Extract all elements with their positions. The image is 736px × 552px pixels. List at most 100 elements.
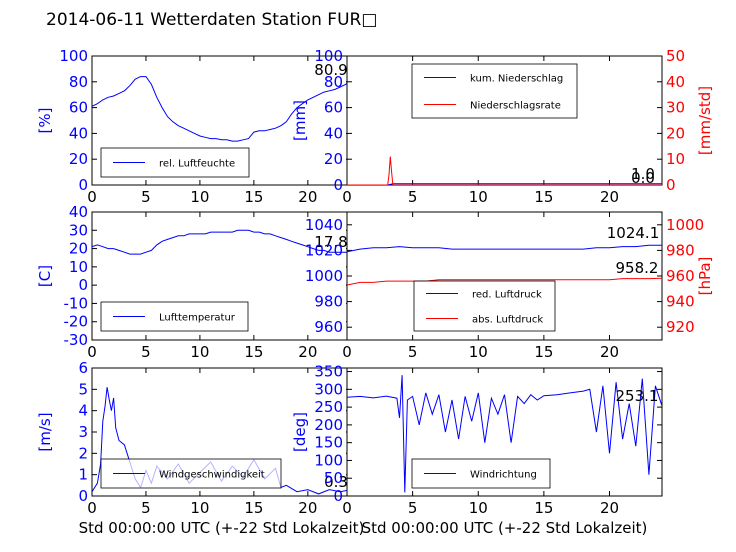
top-right-legend-label: Niederschlagsrate bbox=[470, 101, 561, 112]
bottom-left-y-tick-label: 3 bbox=[78, 423, 88, 441]
bottom-right-x-tick-label: 15 bbox=[534, 499, 553, 517]
bottom-left-x-tick-label: 5 bbox=[141, 499, 151, 517]
top-right-x-tick-label: 10 bbox=[469, 188, 488, 206]
top-right-y-tick-label: 0 bbox=[333, 176, 343, 194]
bottom-left-value-annotation: 0.3 bbox=[324, 473, 348, 491]
bottom-left-x-tick-label: 15 bbox=[244, 499, 263, 517]
top-right-y-tick-label: 100 bbox=[314, 47, 343, 65]
middle-right-x-tick-label: 20 bbox=[600, 343, 619, 361]
top-left-y-tick-label: 0 bbox=[78, 176, 88, 194]
middle-left-x-tick-label: 0 bbox=[87, 343, 97, 361]
middle-right-y-right-tick-label: 960 bbox=[666, 267, 695, 285]
top-right-y-right-tick-label: 40 bbox=[666, 73, 685, 91]
bottom-left-y-tick-label: 6 bbox=[78, 359, 88, 377]
middle-left-legend-label: Lufttemperatur bbox=[159, 313, 236, 324]
top-left-legend-label: rel. Luftfeuchte bbox=[159, 159, 235, 170]
middle-right-y-tick-label: 1000 bbox=[305, 267, 343, 285]
middle-right-y-tick-label: 1040 bbox=[305, 216, 343, 234]
middle-left-y-axis-label: [C] bbox=[36, 265, 54, 287]
middle-left-x-tick-label: 5 bbox=[141, 343, 151, 361]
bottom-left-x-axis-label: Std 00:00:00 UTC (+-22 Std Lokalzeit) bbox=[79, 519, 365, 537]
bottom-left-y-tick-label: 0 bbox=[78, 487, 88, 505]
middle-left-y-tick-label: 20 bbox=[69, 240, 88, 258]
middle-right-y-right-tick-label: 940 bbox=[666, 293, 695, 311]
top-right-y-right-tick-label: 0 bbox=[666, 176, 676, 194]
bottom-left-y-tick-label: 1 bbox=[78, 466, 88, 484]
middle-right-y-right-tick-label: 1000 bbox=[666, 216, 704, 234]
top-right-x-tick-label: 15 bbox=[534, 188, 553, 206]
bottom-right-series-line bbox=[347, 375, 662, 493]
bottom-right-y-tick-label: 350 bbox=[314, 363, 343, 381]
middle-right-legend-box bbox=[413, 280, 556, 332]
top-left-y-tick-label: 40 bbox=[69, 124, 88, 142]
top-right-legend-box bbox=[411, 63, 578, 119]
middle-left-value-annotation: 17.8 bbox=[314, 233, 347, 251]
top-left-x-tick-label: 5 bbox=[141, 188, 151, 206]
bottom-left-y-tick-label: 4 bbox=[78, 402, 88, 420]
middle-right-y-tick-label: 1020 bbox=[305, 241, 343, 259]
bottom-left-y-tick-label: 2 bbox=[78, 444, 88, 462]
middle-left-x-tick-label: 20 bbox=[298, 343, 317, 361]
middle-left-x-tick-label: 15 bbox=[244, 343, 263, 361]
top-left-x-tick-label: 20 bbox=[298, 188, 317, 206]
bottom-right-x-tick-label: 10 bbox=[469, 499, 488, 517]
top-right-legend-label: kum. Niederschlag bbox=[470, 74, 563, 85]
top-left-legend-box bbox=[100, 147, 250, 178]
middle-right-y-right-tick-label: 980 bbox=[666, 241, 695, 259]
bottom-right-y-axis-label: [deg] bbox=[291, 412, 309, 452]
bottom-right-legend-label: Windrichtung bbox=[470, 470, 537, 481]
top-left-y-tick-label: 60 bbox=[69, 99, 88, 117]
top-left-x-tick-label: 0 bbox=[87, 188, 97, 206]
top-right-series-line bbox=[347, 156, 662, 185]
top-right-y-right-tick-label: 50 bbox=[666, 47, 685, 65]
top-right-y-axis-label: [mm] bbox=[291, 100, 309, 141]
top-right-value-annotation: 0.0 bbox=[631, 169, 655, 187]
bottom-right-x-tick-label: 0 bbox=[342, 499, 352, 517]
middle-right-x-tick-label: 15 bbox=[534, 343, 553, 361]
middle-right-x-tick-label: 10 bbox=[469, 343, 488, 361]
bottom-left-x-tick-label: 20 bbox=[298, 499, 317, 517]
middle-left-y-tick-label: -30 bbox=[64, 331, 89, 349]
top-right-x-tick-label: 5 bbox=[408, 188, 418, 206]
top-left-x-tick-label: 10 bbox=[190, 188, 209, 206]
top-right-y-tick-label: 40 bbox=[324, 124, 343, 142]
bottom-right-value-annotation: 253.1 bbox=[616, 387, 659, 405]
middle-left-y-tick-label: -10 bbox=[64, 294, 89, 312]
bottom-right-x-axis-label: Std 00:00:00 UTC (+-22 Std Lokalzeit) bbox=[362, 519, 648, 537]
middle-left-x-tick-label: 10 bbox=[190, 343, 209, 361]
top-left-value-annotation: 80.9 bbox=[314, 61, 347, 79]
top-right-x-tick-label: 20 bbox=[600, 188, 619, 206]
middle-right-x-tick-label: 5 bbox=[408, 343, 418, 361]
middle-left-series-line bbox=[92, 229, 351, 255]
bottom-left-y-axis-label: [m/s] bbox=[36, 412, 54, 451]
middle-left-y-tick-label: 40 bbox=[69, 203, 88, 221]
middle-left-y-tick-label: -20 bbox=[64, 313, 89, 331]
middle-right-y-tick-label: 980 bbox=[314, 293, 343, 311]
top-right-series-line bbox=[347, 183, 662, 185]
middle-right-y-tick-label: 960 bbox=[314, 318, 343, 336]
bottom-left-x-tick-label: 0 bbox=[87, 499, 97, 517]
top-right-x-tick-label: 0 bbox=[342, 188, 352, 206]
middle-right-y-right-axis-label: [hPa] bbox=[696, 257, 714, 296]
middle-left-y-tick-label: 0 bbox=[78, 276, 88, 294]
bottom-right-y-tick-label: 250 bbox=[314, 398, 343, 416]
middle-right-value-annotation: 1024.1 bbox=[607, 224, 660, 242]
bottom-right-y-tick-label: 300 bbox=[314, 380, 343, 398]
bottom-right-y-tick-label: 150 bbox=[314, 434, 343, 452]
bottom-right-y-tick-label: 100 bbox=[314, 451, 343, 469]
middle-right-value-annotation: 958.2 bbox=[616, 259, 659, 277]
top-right-y-right-tick-label: 10 bbox=[666, 150, 685, 168]
bottom-left-legend-label: Windgeschwindigkeit bbox=[159, 470, 265, 481]
top-right-y-tick-label: 80 bbox=[324, 73, 343, 91]
top-right-y-right-tick-label: 20 bbox=[666, 124, 685, 142]
top-right-y-right-axis-label: [mm/std] bbox=[696, 86, 714, 155]
top-left-y-axis-label: [%] bbox=[36, 108, 54, 134]
middle-right-series-line bbox=[347, 244, 662, 253]
middle-right-legend-label: red. Luftdruck bbox=[472, 290, 542, 301]
top-right-y-tick-label: 60 bbox=[324, 99, 343, 117]
bottom-right-x-tick-label: 20 bbox=[600, 499, 619, 517]
top-left-y-tick-label: 80 bbox=[69, 73, 88, 91]
bottom-right-y-tick-label: 200 bbox=[314, 416, 343, 434]
middle-right-legend-label: abs. Luftdruck bbox=[472, 315, 543, 326]
bottom-left-x-tick-label: 10 bbox=[190, 499, 209, 517]
